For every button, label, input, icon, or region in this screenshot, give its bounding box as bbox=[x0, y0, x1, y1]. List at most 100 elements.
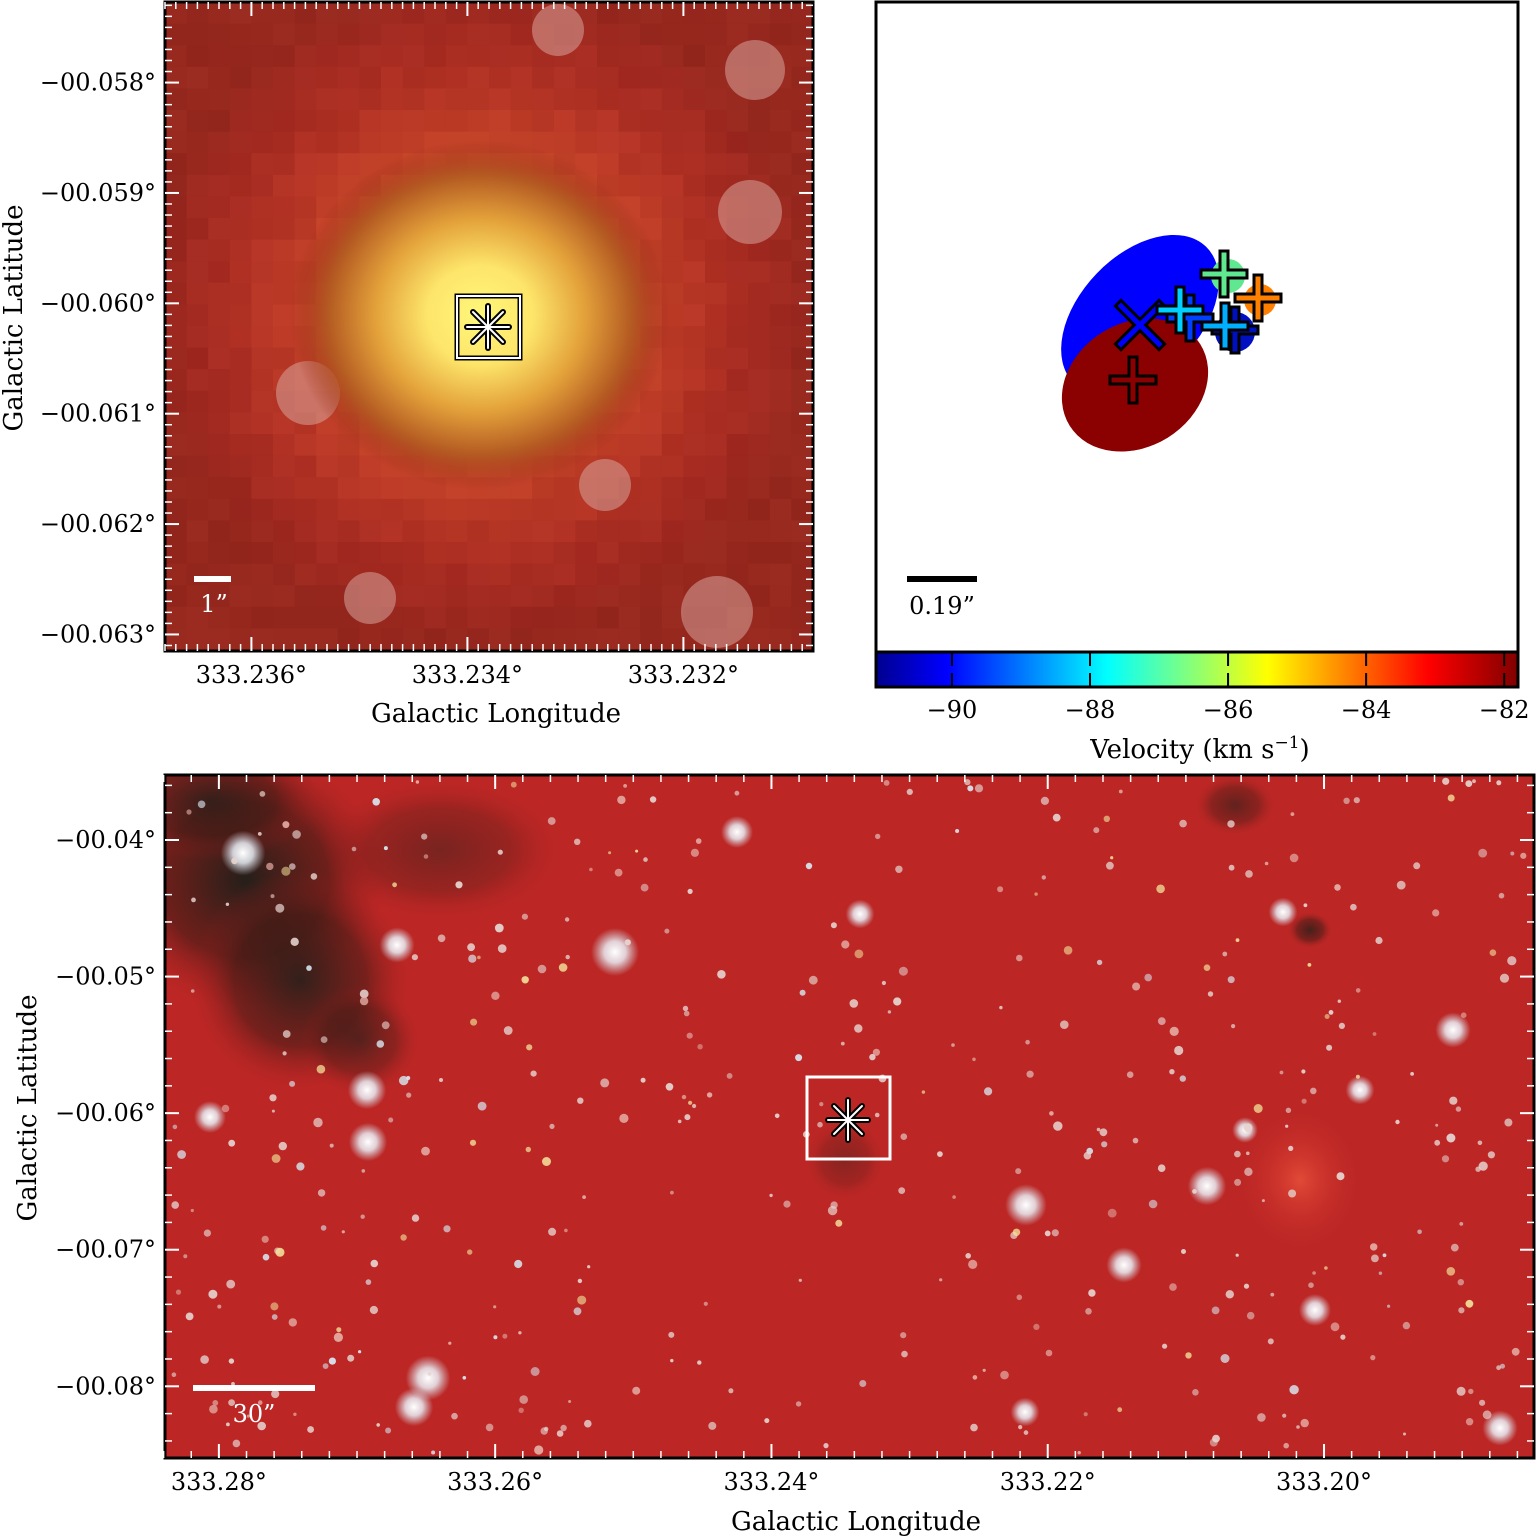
faint-star bbox=[1482, 1410, 1492, 1420]
faint-star bbox=[1162, 1343, 1168, 1349]
image-pixel bbox=[510, 520, 533, 543]
image-pixel bbox=[683, 304, 706, 327]
image-pixel bbox=[597, 131, 620, 154]
faint-star bbox=[1192, 1189, 1197, 1194]
faint-star bbox=[564, 917, 570, 922]
bright-star bbox=[220, 830, 266, 876]
faint-star bbox=[1157, 1164, 1166, 1172]
y-tick-label: −00.063° bbox=[40, 620, 156, 648]
faint-star bbox=[875, 833, 881, 840]
faint-star bbox=[469, 1139, 477, 1146]
image-pixel bbox=[661, 66, 684, 89]
image-pixel bbox=[813, 67, 835, 89]
faint-star bbox=[226, 1422, 230, 1427]
image-pixel bbox=[402, 563, 425, 586]
wide-x-tick-labels: 333.28° 333.26° 333.24° 333.22° 333.20° bbox=[171, 1468, 1372, 1496]
faint-star bbox=[1395, 1119, 1400, 1125]
faint-star bbox=[1468, 1388, 1474, 1395]
image-pixel bbox=[381, 650, 404, 651]
faint-star bbox=[725, 40, 785, 100]
image-pixel bbox=[813, 153, 835, 175]
image-pixel bbox=[273, 628, 296, 651]
faint-star bbox=[783, 1200, 791, 1208]
image-pixel bbox=[748, 326, 771, 349]
faint-star bbox=[534, 1445, 544, 1455]
faint-star bbox=[901, 1350, 908, 1358]
image-pixel bbox=[661, 369, 684, 392]
image-pixel bbox=[553, 585, 576, 608]
faint-star bbox=[635, 849, 639, 853]
image-pixel bbox=[748, 542, 771, 565]
image-pixel bbox=[813, 564, 835, 586]
image-pixel bbox=[769, 434, 792, 457]
image-pixel bbox=[359, 131, 382, 154]
image-pixel bbox=[726, 347, 749, 370]
faint-star bbox=[320, 1225, 327, 1231]
image-pixel bbox=[510, 498, 533, 521]
faint-star bbox=[817, 1121, 823, 1128]
faint-star bbox=[564, 1228, 568, 1233]
image-pixel bbox=[489, 498, 512, 521]
faint-star bbox=[1355, 988, 1361, 993]
image-pixel bbox=[640, 585, 663, 608]
image-pixel bbox=[813, 2, 835, 24]
image-pixel bbox=[316, 477, 339, 500]
image-pixel bbox=[445, 563, 468, 586]
image-pixel bbox=[575, 45, 598, 68]
image-pixel bbox=[640, 606, 663, 629]
faint-star bbox=[1044, 1230, 1051, 1237]
faint-star bbox=[1243, 1123, 1253, 1133]
faint-star bbox=[1000, 1370, 1009, 1380]
image-pixel bbox=[251, 498, 274, 521]
faint-star bbox=[191, 897, 196, 903]
image-pixel bbox=[791, 477, 813, 500]
image-pixel bbox=[813, 434, 835, 456]
image-pixel bbox=[186, 304, 209, 327]
image-pixel bbox=[359, 66, 382, 89]
image-pixel bbox=[813, 650, 835, 672]
image-pixel bbox=[208, 369, 231, 392]
image-pixel bbox=[683, 239, 706, 262]
image-pixel bbox=[510, 23, 533, 46]
image-pixel bbox=[791, 218, 813, 241]
x-tick-label: 333.234° bbox=[412, 661, 523, 689]
faint-star bbox=[259, 791, 266, 797]
image-pixel bbox=[661, 563, 684, 586]
faint-star bbox=[1211, 1306, 1220, 1315]
faint-star bbox=[939, 1278, 943, 1282]
image-pixel bbox=[424, 563, 447, 586]
image-pixel bbox=[467, 110, 490, 133]
faint-star bbox=[1375, 936, 1383, 945]
image-pixel bbox=[791, 498, 813, 521]
x-tick-label: 333.26° bbox=[447, 1468, 543, 1496]
faint-star bbox=[257, 832, 262, 836]
image-pixel bbox=[769, 520, 792, 543]
image-pixel bbox=[294, 66, 317, 89]
faint-star bbox=[734, 790, 740, 796]
image-pixel bbox=[445, 606, 468, 629]
image-pixel bbox=[705, 369, 728, 392]
image-pixel bbox=[294, 2, 317, 25]
image-pixel bbox=[705, 261, 728, 284]
image-pixel bbox=[165, 347, 188, 370]
faint-star bbox=[212, 1400, 219, 1406]
image-pixel bbox=[208, 520, 231, 543]
image-pixel bbox=[294, 88, 317, 111]
faint-star bbox=[619, 1113, 629, 1123]
image-pixel bbox=[489, 66, 512, 89]
image-pixel bbox=[640, 2, 663, 25]
image-pixel bbox=[640, 23, 663, 46]
image-pixel bbox=[402, 2, 425, 25]
faint-star bbox=[1246, 1151, 1250, 1156]
image-pixel bbox=[316, 45, 339, 68]
image-pixel bbox=[769, 628, 792, 651]
image-pixel bbox=[791, 520, 813, 543]
image-pixel bbox=[553, 498, 576, 521]
image-pixel bbox=[208, 434, 231, 457]
image-pixel bbox=[381, 131, 404, 154]
faint-star bbox=[547, 817, 556, 825]
image-pixel bbox=[381, 110, 404, 133]
image-pixel bbox=[553, 131, 576, 154]
image-pixel bbox=[316, 174, 339, 197]
